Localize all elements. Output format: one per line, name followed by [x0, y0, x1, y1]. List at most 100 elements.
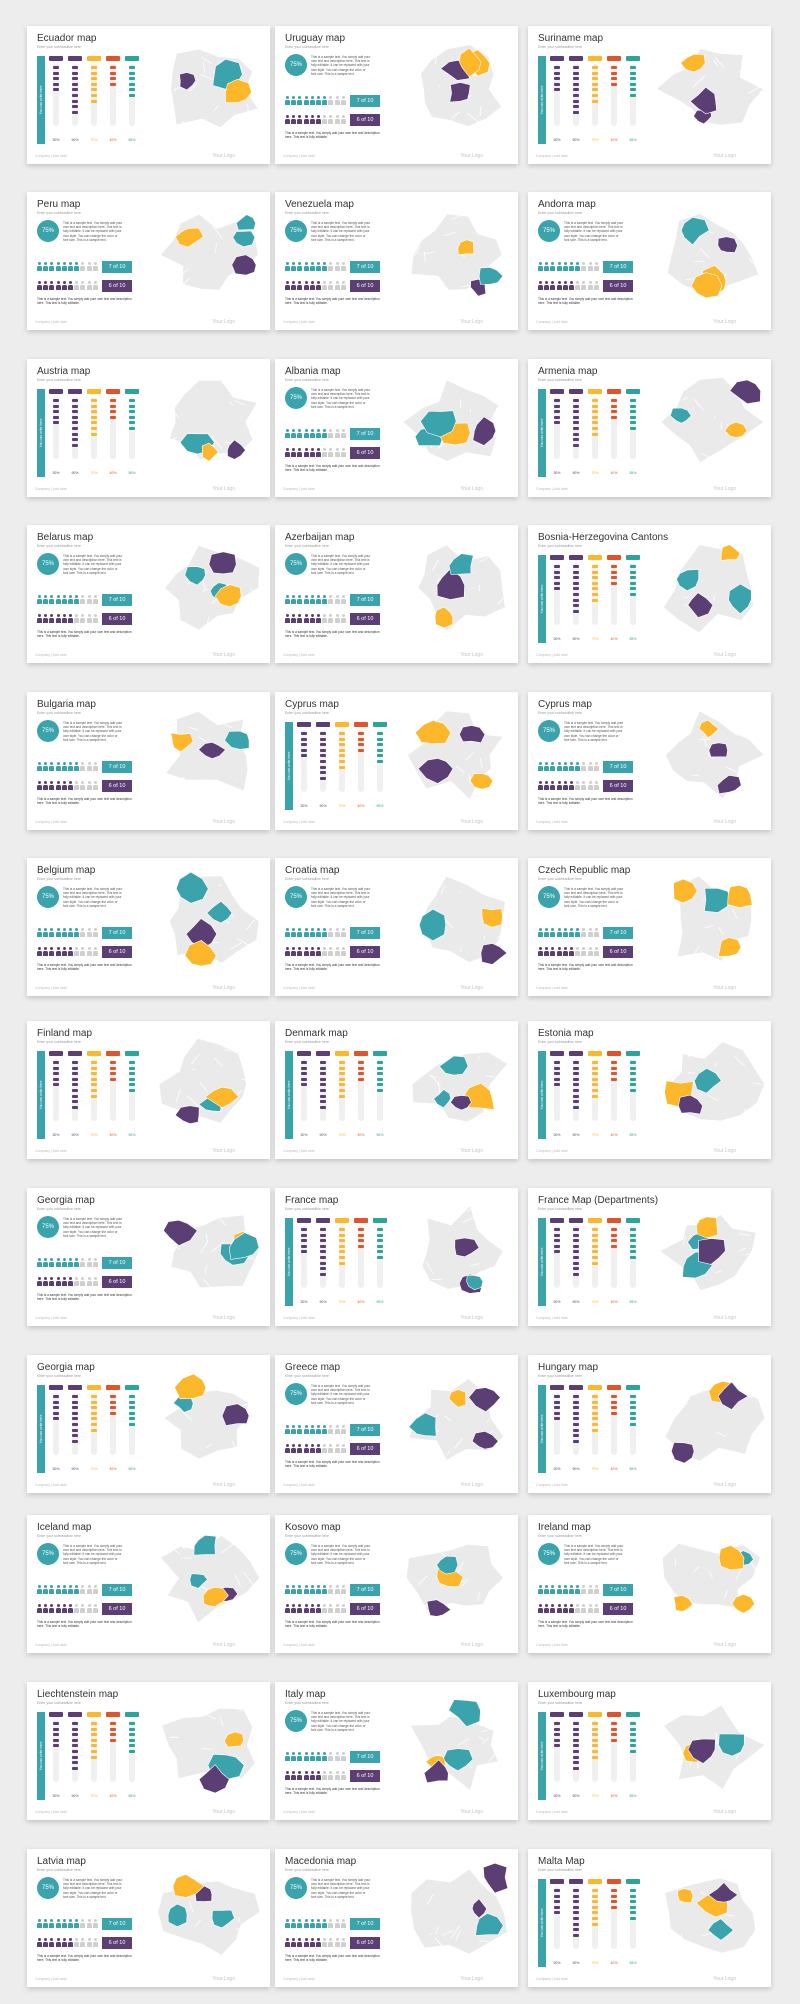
highlighted-region[interactable] [198, 1764, 230, 1794]
highlighted-region[interactable] [670, 1442, 695, 1464]
highlighted-region[interactable] [471, 1430, 499, 1450]
highlighted-region[interactable] [472, 416, 497, 446]
highlighted-region[interactable] [449, 82, 471, 103]
highlighted-region[interactable] [459, 725, 486, 744]
highlighted-region[interactable] [208, 551, 237, 575]
highlighted-region[interactable] [448, 1389, 467, 1408]
highlighted-region[interactable] [716, 774, 742, 795]
slide-uruguay[interactable]: Uruguay map Enter your subheadline here Co… [275, 26, 518, 164]
slide-france2[interactable]: France Map (Departments) Enter your subhe… [528, 1188, 771, 1326]
highlighted-region[interactable] [189, 1573, 208, 1589]
highlighted-region[interactable] [680, 216, 710, 246]
highlighted-region[interactable] [690, 272, 723, 299]
slide-venezuela[interactable]: Venezuela map Enter your subheadline here… [275, 192, 518, 330]
highlighted-region[interactable] [469, 773, 494, 790]
highlighted-region[interactable] [193, 1534, 217, 1556]
highlighted-region[interactable] [717, 236, 738, 253]
highlighted-region[interactable] [458, 47, 482, 78]
slide-belarus[interactable]: Belarus map Enter your subheadline here Co… [27, 525, 270, 663]
highlighted-region[interactable] [201, 442, 219, 462]
slide-georgia[interactable]: Georgia map Enter your subheadline here Co… [27, 1188, 270, 1326]
highlighted-region[interactable] [696, 1216, 718, 1239]
highlighted-region[interactable] [225, 78, 252, 103]
highlighted-region[interactable] [727, 884, 753, 909]
highlighted-region[interactable] [184, 566, 206, 586]
slide-andorra[interactable]: Andorra map Enter your subheadline here Co… [528, 192, 771, 330]
highlighted-region[interactable] [471, 1898, 487, 1919]
slide-albania[interactable]: Albania map Enter your subheadline here Co… [275, 359, 518, 497]
highlighted-region[interactable] [731, 1594, 756, 1614]
slide-bulgaria[interactable]: Bulgaria map Enter your subheadline here C… [27, 692, 270, 830]
highlighted-region[interactable] [687, 592, 714, 618]
slide-iceland[interactable]: Iceland map Enter your subheadline here Co… [27, 1515, 270, 1653]
highlighted-region[interactable] [408, 1412, 437, 1437]
highlighted-region[interactable] [480, 943, 508, 965]
slide-peru[interactable]: Peru map Enter your subheadline here Compa… [27, 192, 270, 330]
highlighted-region[interactable] [724, 421, 748, 438]
highlighted-region[interactable] [687, 1738, 716, 1764]
highlighted-region[interactable] [167, 1903, 188, 1927]
highlighted-region[interactable] [720, 544, 741, 561]
highlighted-region[interactable] [454, 1237, 480, 1258]
slide-georgia2[interactable]: Georgia map Enter your subheadline here Co… [27, 1355, 270, 1493]
slide-kosovo[interactable]: Kosovo map Enter your subheadline here Com… [275, 1515, 518, 1653]
highlighted-region[interactable] [198, 741, 227, 760]
highlighted-region[interactable] [170, 732, 194, 753]
highlighted-region[interactable] [175, 871, 209, 904]
slide-czech[interactable]: Czech Republic map Enter your subheadline… [528, 858, 771, 996]
highlighted-region[interactable] [457, 239, 475, 256]
slide-greece[interactable]: Greece map Enter your subheadline here Com… [275, 1355, 518, 1493]
slide-armenia[interactable]: Armenia map Enter your subheadline here Co… [528, 359, 771, 497]
slide-cyprus2[interactable]: Cyprus map Enter your subheadline here Com… [528, 692, 771, 830]
highlighted-region[interactable] [184, 940, 217, 967]
highlighted-region[interactable] [434, 606, 454, 629]
highlighted-region[interactable] [418, 908, 447, 942]
highlighted-region[interactable] [475, 1913, 504, 1936]
highlighted-region[interactable] [221, 1403, 250, 1426]
highlighted-region[interactable] [202, 1586, 229, 1608]
highlighted-region[interactable] [420, 410, 457, 438]
highlighted-region[interactable] [415, 720, 452, 744]
highlighted-region[interactable] [673, 878, 698, 904]
highlighted-region[interactable] [680, 54, 706, 73]
highlighted-region[interactable] [174, 1105, 200, 1125]
slide-italy[interactable]: Italy map Enter your subheadline here Comp… [275, 1682, 518, 1820]
highlighted-region[interactable] [718, 1733, 745, 1757]
highlighted-region[interactable] [235, 214, 256, 231]
highlighted-region[interactable] [698, 1238, 726, 1265]
slide-azerbaijan[interactable]: Azerbaijan map Enter your subheadline her… [275, 525, 518, 663]
highlighted-region[interactable] [478, 267, 504, 285]
highlighted-region[interactable] [482, 1862, 509, 1894]
highlighted-region[interactable] [689, 86, 717, 115]
highlighted-region[interactable] [676, 569, 699, 592]
slide-cyprus[interactable]: Cyprus map Enter your subheadline here Com… [275, 692, 518, 830]
highlighted-region[interactable] [174, 1373, 207, 1400]
highlighted-region[interactable] [417, 758, 454, 784]
highlighted-region[interactable] [448, 553, 474, 575]
highlighted-region[interactable] [728, 583, 752, 615]
highlighted-region[interactable] [677, 1888, 694, 1904]
slide-belgium[interactable]: Belgium map Enter your subheadline here Co… [27, 858, 270, 996]
slide-liechtenstein[interactable]: Liechtenstein map Enter your subheadline … [27, 1682, 270, 1820]
highlighted-region[interactable] [211, 1909, 235, 1929]
highlighted-region[interactable] [448, 1699, 481, 1728]
highlighted-region[interactable] [227, 439, 246, 460]
highlighted-region[interactable] [172, 1874, 205, 1898]
highlighted-region[interactable] [224, 730, 250, 750]
highlighted-region[interactable] [228, 1232, 260, 1260]
highlighted-region[interactable] [698, 719, 720, 739]
highlighted-region[interactable] [179, 72, 197, 91]
highlighted-region[interactable] [678, 1094, 703, 1115]
highlighted-region[interactable] [175, 227, 204, 248]
highlighted-region[interactable] [717, 1381, 749, 1410]
slide-latvia[interactable]: Latvia map Enter your subheadline here Com… [27, 1849, 270, 1987]
highlighted-region[interactable] [673, 1595, 693, 1612]
highlighted-region[interactable] [423, 1759, 449, 1784]
slide-malta[interactable]: Malta Map Enter your subheadline here Comp… [528, 1849, 771, 1987]
slide-ireland[interactable]: Ireland map Enter your subheadline here Co… [528, 1515, 771, 1653]
slide-estonia[interactable]: Estonia map Enter your subheadline here Co… [528, 1021, 771, 1159]
slide-hungary[interactable]: Hungary map Enter your subheadline here Co… [528, 1355, 771, 1493]
highlighted-region[interactable] [708, 742, 728, 758]
slide-suriname[interactable]: Suriname map Enter your subheadline here C… [528, 26, 771, 164]
slide-macedonia[interactable]: Macedonia map Enter your subheadline here… [275, 1849, 518, 1987]
